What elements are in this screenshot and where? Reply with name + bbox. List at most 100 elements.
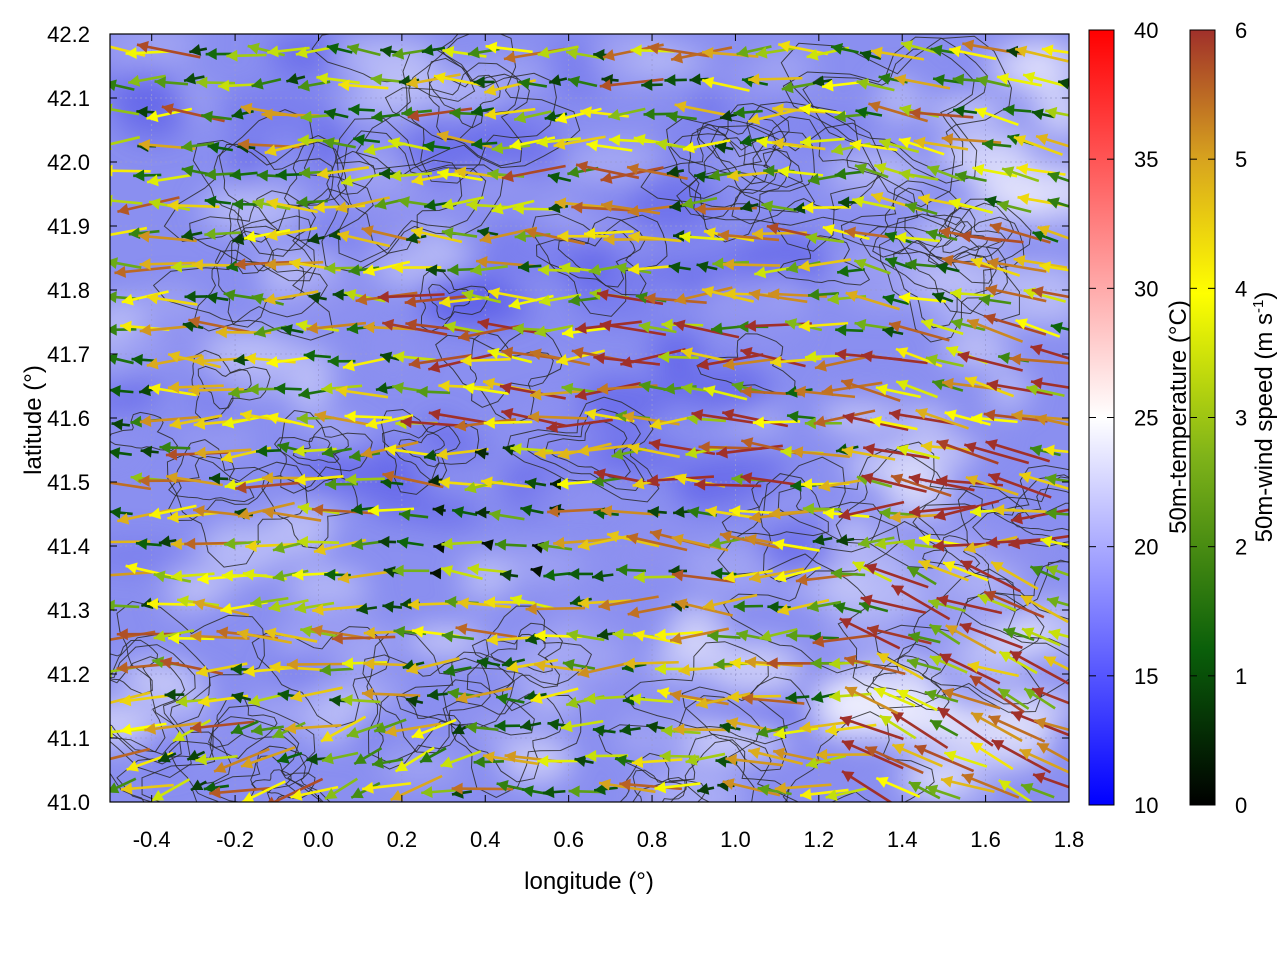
wind-arrow — [561, 382, 599, 395]
temperature-cell — [245, 694, 315, 730]
wind-arrow — [172, 718, 212, 743]
wind-arrow — [264, 627, 318, 643]
contour-line — [777, 235, 871, 286]
wind-arrow — [658, 351, 699, 364]
wind-arrow — [568, 294, 601, 307]
contour-line — [619, 752, 707, 802]
wind-arrow — [777, 165, 824, 178]
wind-arrow — [181, 228, 203, 241]
wind-arrow — [707, 630, 741, 643]
wind-arrow — [723, 569, 773, 583]
contour-line — [398, 432, 445, 468]
wind-arrow — [861, 472, 927, 493]
wind-arrow — [1039, 261, 1069, 273]
wind-arrow — [666, 165, 685, 178]
wind-arrow — [959, 622, 1023, 649]
wind-arrow — [821, 381, 883, 397]
wind-arrow — [868, 101, 929, 123]
wind-arrow — [948, 198, 994, 214]
wind-arrow — [875, 776, 921, 798]
contour-line — [311, 34, 476, 102]
x-tick-label: 0.0 — [303, 827, 334, 852]
wind-arrow — [920, 440, 974, 453]
wind-arrow — [416, 385, 451, 398]
wind-arrow — [987, 472, 1052, 499]
wind-arrow — [920, 318, 964, 336]
wind-arrow — [600, 505, 660, 518]
temperature-cell — [576, 376, 665, 430]
y-tick-label: 41.2 — [47, 662, 90, 687]
wind-arrow — [839, 617, 901, 650]
wind-arrow — [286, 658, 346, 671]
wind-arrow — [128, 227, 160, 240]
wind-arrow — [110, 747, 151, 761]
wind-arrow — [110, 570, 154, 577]
contour-line — [261, 475, 359, 549]
wind-arrow — [608, 134, 655, 147]
contour-line — [469, 331, 554, 408]
wind-arrow — [110, 257, 142, 270]
wind-arrow — [585, 750, 629, 763]
wind-arrow — [671, 569, 736, 584]
wind-arrow — [673, 723, 731, 736]
wind-arrow — [855, 106, 883, 119]
wind-arrow — [835, 324, 864, 337]
wind-arrow — [1031, 687, 1069, 705]
wind-arrow — [568, 567, 594, 580]
wind-arrow — [882, 325, 904, 338]
wind-arrow — [499, 569, 519, 582]
wind-arrow — [263, 290, 319, 305]
wind-arrow — [529, 388, 588, 401]
temperature-cell — [971, 168, 1009, 200]
wind-arrow — [844, 686, 899, 715]
wind-arrow — [1023, 687, 1056, 710]
wind-arrow — [876, 652, 924, 681]
wind-arrow — [964, 376, 1015, 398]
temperature-colorbar-tick-label: 20 — [1134, 535, 1158, 560]
contour-line — [321, 117, 504, 273]
wind-arrow — [664, 74, 687, 87]
wind-arrow — [316, 166, 370, 180]
wind-arrow — [331, 632, 396, 645]
temperature-cell — [291, 369, 332, 421]
wind-arrow — [1031, 286, 1069, 299]
wind-arrow — [811, 691, 838, 703]
contour-line — [336, 150, 463, 254]
wind-arrow — [1014, 45, 1069, 63]
wind-arrow — [977, 593, 1017, 612]
wind-arrow — [870, 46, 925, 61]
contour-line — [248, 755, 316, 802]
wind-arrow — [392, 47, 427, 60]
wind-arrow — [598, 595, 659, 611]
wind-arrow — [674, 598, 733, 617]
wind-arrow — [392, 564, 430, 577]
wind-arrow — [571, 201, 635, 214]
wind-arrow — [836, 534, 855, 546]
y-tick-label: 41.5 — [47, 470, 90, 495]
wind-arrow — [567, 75, 598, 88]
temperature-cell — [110, 38, 186, 77]
wind-arrow — [1045, 507, 1069, 520]
temperature-cell — [709, 641, 802, 698]
wind-arrow — [239, 409, 291, 424]
wind-arrow — [838, 500, 905, 521]
wind-arrow — [419, 747, 447, 764]
temperature-cell — [110, 298, 146, 338]
wind-arrow — [352, 134, 381, 146]
wind-arrow — [462, 382, 509, 395]
wind-arrow — [120, 782, 174, 795]
wind-arrow — [1010, 508, 1069, 525]
wind-arrow — [839, 715, 904, 741]
wind-arrow — [190, 630, 250, 643]
wind-arrow — [873, 687, 916, 708]
wind-arrow — [747, 108, 800, 125]
wind-arrow — [180, 140, 215, 153]
wind-arrow — [997, 778, 1034, 802]
wind-arrow — [406, 657, 460, 675]
contour-line — [780, 35, 1013, 208]
wind-arrow — [904, 201, 938, 216]
contour-line — [192, 139, 347, 257]
x-tick-label: 0.8 — [637, 827, 668, 852]
wind-arrow — [643, 108, 674, 121]
wind-arrow — [1013, 135, 1063, 156]
